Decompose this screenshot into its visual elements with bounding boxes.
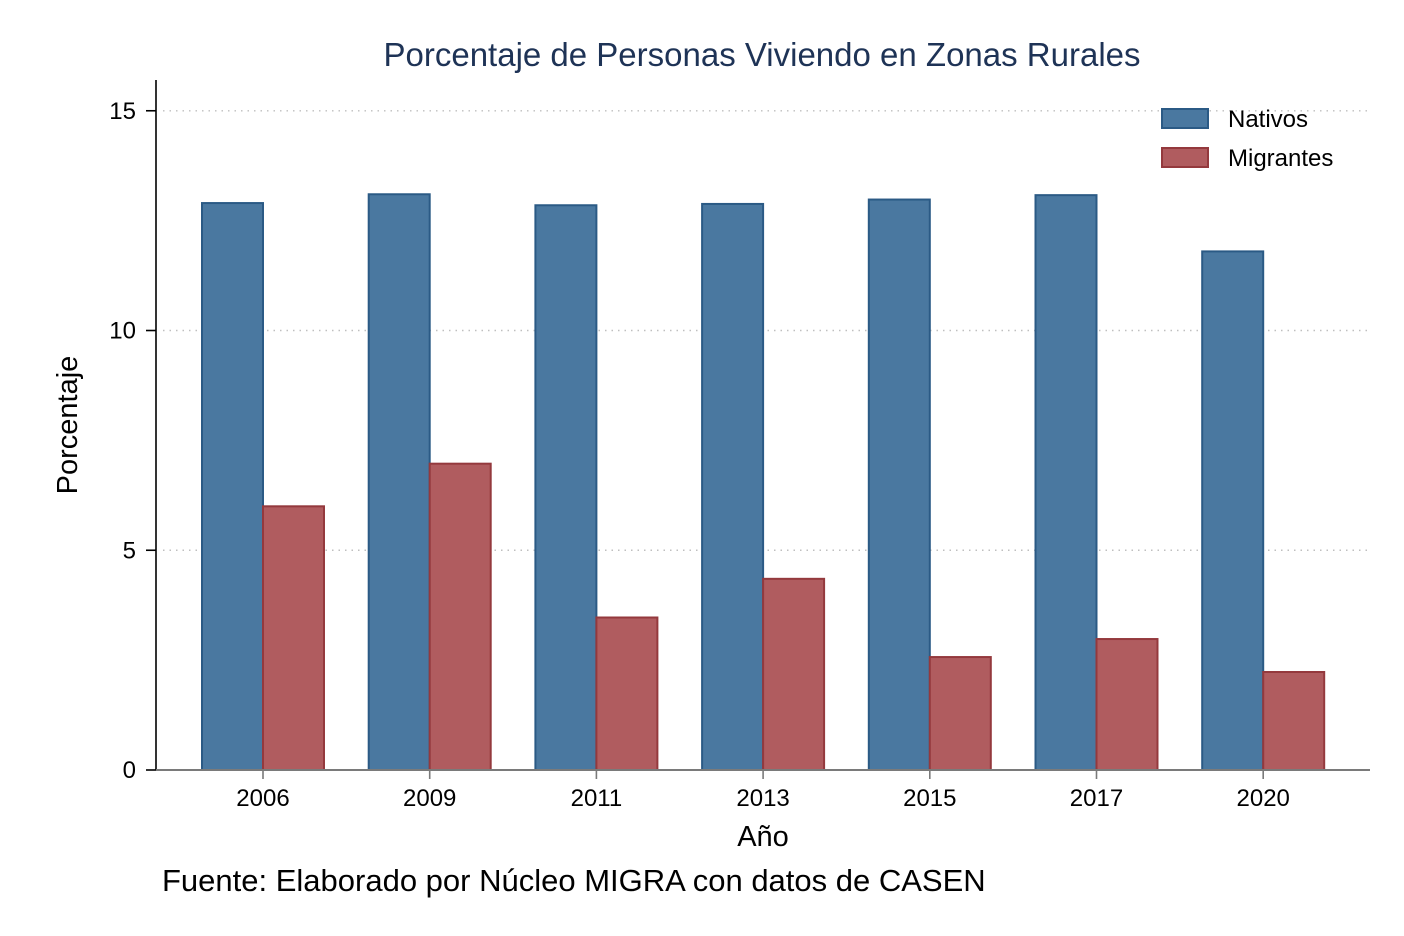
x-tick-label-2015: 2015	[903, 785, 956, 812]
x-axis-ticks: 2006 2009 2011 2013 2015 2017 2020	[236, 770, 1290, 812]
bar-migrantes-2009	[428, 462, 492, 771]
bar-nativos-2013	[701, 202, 765, 772]
bar-nativos-2006	[201, 202, 264, 772]
bar-migrantes-2011	[595, 616, 659, 772]
y-tick-label-0: 0	[123, 757, 136, 784]
legend: Nativos Migrantes	[1161, 106, 1333, 172]
y-tick-label-5: 5	[123, 537, 136, 564]
bar-nativos-2011	[534, 204, 598, 772]
x-tick-label-2017: 2017	[1070, 785, 1123, 812]
bar-nativos-2020	[1201, 250, 1265, 772]
y-tick-label-15: 15	[109, 98, 136, 125]
source-note: Fuente: Elaborado por Núcleo MIGRA con d…	[162, 863, 986, 898]
bar-migrantes-2017	[1095, 638, 1159, 772]
bar-nativos-2015	[867, 198, 931, 772]
bar-migrantes-2020	[1262, 670, 1326, 772]
bars	[201, 193, 1326, 772]
legend-swatch-nativos	[1161, 108, 1209, 129]
bar-nativos-2017	[1034, 194, 1098, 772]
legend-label-migrantes: Migrantes	[1228, 145, 1333, 172]
y-axis-ticks: 0 5 10 15	[109, 98, 156, 784]
chart-title: Porcentaje de Personas Viviendo en Zonas…	[383, 36, 1140, 73]
legend-swatch-migrantes	[1161, 147, 1209, 168]
bar-nativos-2009	[367, 193, 431, 771]
x-tick-label-2011: 2011	[571, 785, 623, 812]
y-tick-label-10: 10	[109, 318, 136, 345]
x-tick-label-2020: 2020	[1237, 785, 1290, 812]
x-tick-label-2006: 2006	[236, 785, 289, 812]
x-axis-title: Año	[737, 821, 789, 853]
bar-migrantes-2013	[762, 577, 826, 771]
bar-migrantes-2006	[262, 505, 325, 771]
bar-migrantes-2015	[928, 656, 992, 772]
x-tick-label-2009: 2009	[403, 785, 456, 812]
y-axis-title: Porcentaje	[52, 356, 84, 495]
legend-label-nativos: Nativos	[1228, 106, 1308, 133]
x-tick-label-2013: 2013	[736, 785, 789, 812]
